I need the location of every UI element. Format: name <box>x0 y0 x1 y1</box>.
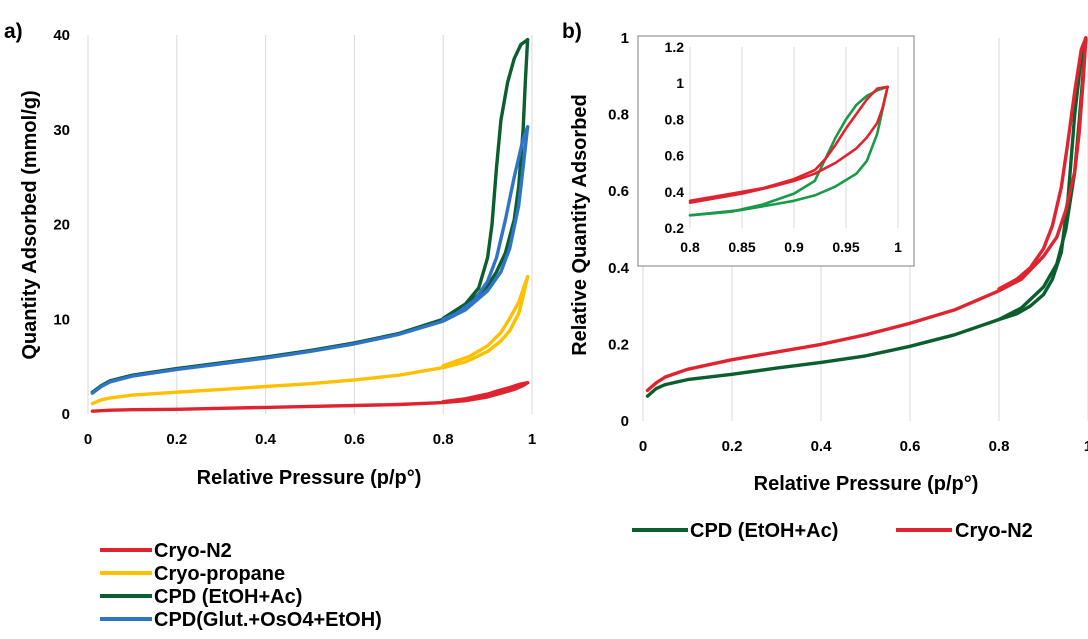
panel-a-legend: Cryo-N2 Cryo-propane CPD (EtOH+Ac) CPD(G… <box>100 540 382 631</box>
panel-b-x-tick-1: 0.2 <box>722 438 743 455</box>
panel-a-plot-area <box>90 38 530 413</box>
panel-a-y-tick-labels: 0 10 20 30 40 <box>53 27 70 423</box>
panel-a-y-tick-1: 10 <box>53 311 70 328</box>
panel-a-x-axis-label: Relative Pressure (p/p°) <box>197 467 422 489</box>
panel-a-x-tick-1: 0.2 <box>166 431 187 448</box>
panel-b-series-cryo-n2-adsorption <box>645 36 1088 393</box>
panel-b-y-tick-labels: 0 0.2 0.4 0.6 0.8 1 <box>608 30 630 430</box>
panel-a-series-cpd-etoh-ac-desorption <box>441 38 530 320</box>
inset-y-tick-labels: 0.2 0.4 0.6 0.8 1 1.2 <box>665 39 685 236</box>
inset-y-tick-4: 1 <box>676 75 684 91</box>
inset-y-tick-0: 0.2 <box>665 220 685 236</box>
panel-a-series-cryo-n2-adsorption <box>90 381 530 413</box>
inset-x-tick-labels: 0.8 0.85 0.9 0.95 1 <box>680 239 902 255</box>
legend-item-cryo-n2: Cryo-N2 <box>100 540 232 562</box>
panel-a-label: a) <box>4 20 23 43</box>
panel-b-y-tick-4: 0.8 <box>608 107 629 124</box>
inset-plot-area <box>688 85 889 217</box>
panel-b-series-cryo-n2-desorption <box>997 36 1088 291</box>
legend-label-cpd-glut: CPD(Glut.+OsO4+EtOH) <box>154 609 382 631</box>
legend-item-cryo-propane: Cryo-propane <box>100 563 285 585</box>
panel-a-chart: a) 0 0.2 0.4 0.6 0.8 1 0 10 20 30 40 Relative Pre… <box>4 20 536 631</box>
panel-b-legend: CPD (EtOH+Ac) Cryo-N2 <box>632 520 1033 542</box>
panel-b-y-tick-1: 0.2 <box>608 336 629 353</box>
inset-frame <box>637 35 915 267</box>
panel-b-x-tick-labels: 0 0.2 0.4 0.6 0.8 1 <box>639 438 1088 455</box>
inset-x-tick-2: 0.9 <box>784 239 804 255</box>
inset-x-tick-4: 1 <box>894 239 902 255</box>
inset-series-cpd-etoh-ac-desorption <box>688 85 889 217</box>
panel-b-x-tick-5: 1 <box>1084 438 1088 455</box>
panel-a-y-tick-2: 20 <box>53 217 70 234</box>
legend-label-cryo-propane: Cryo-propane <box>154 563 285 585</box>
panel-a-y-tick-0: 0 <box>62 406 70 423</box>
panel-b-series-cpd-etoh-ac-desorption <box>997 36 1088 322</box>
panel-b-y-tick-5: 1 <box>621 30 629 47</box>
panel-b-plot-area <box>645 36 1088 398</box>
panel-b-chart: b) 0 0.2 0.4 0.6 0.8 1 0 0.2 0.4 0.6 0.8 1 Relativ… <box>562 20 1088 542</box>
panel-a-series-cpd-glut-oso4-etoh-adsorption <box>90 125 530 395</box>
panel-a-series-cpd-etoh-ac-adsorption <box>90 38 530 394</box>
panel-a-series-cpd-glut-oso4-etoh-desorption <box>441 125 530 321</box>
panel-a-x-tick-2: 0.4 <box>255 431 277 448</box>
panel-b-y-tick-3: 0.6 <box>608 183 629 200</box>
panel-a-series-cryo-propane-adsorption <box>90 274 530 406</box>
legend-label-cryo-n2: Cryo-N2 <box>154 540 232 562</box>
panel-a-x-tick-5: 1 <box>528 431 536 448</box>
inset-y-tick-3: 0.8 <box>665 111 685 127</box>
panel-a-x-tick-labels: 0 0.2 0.4 0.6 0.8 1 <box>84 431 536 448</box>
panel-b-y-tick-2: 0.4 <box>608 260 630 277</box>
panel-b-x-tick-4: 0.8 <box>989 438 1010 455</box>
panel-b-x-tick-2: 0.4 <box>811 438 833 455</box>
panel-b-x-tick-3: 0.6 <box>900 438 921 455</box>
panel-a-series-cryo-n2-desorption <box>441 381 530 404</box>
panel-a-y-axis-label: Quantity Adsorbed (mmol/g) <box>19 90 41 359</box>
panel-b-y-tick-0: 0 <box>621 413 629 430</box>
legend-label-cpd-etoh-ac: CPD (EtOH+Ac) <box>154 586 302 608</box>
inset-series-cpd-etoh-ac-adsorption <box>688 85 889 217</box>
legend-b-item-cryo-n2: Cryo-N2 <box>896 520 1033 542</box>
panel-b-inset-chart: 0.8 0.85 0.9 0.95 1 0.2 0.4 0.6 0.8 1 1.2 <box>637 35 915 267</box>
legend-b-label-cpd-etoh-ac: CPD (EtOH+Ac) <box>690 520 838 542</box>
panel-a-x-tick-4: 0.8 <box>433 431 454 448</box>
panel-b-y-axis-label: Relative Quantity Adsorbed <box>569 94 591 356</box>
inset-x-tick-1: 0.85 <box>728 239 755 255</box>
panel-a-y-tick-3: 30 <box>53 122 70 139</box>
panel-a-gridlines <box>87 35 533 414</box>
legend-item-cpd-etoh-ac: CPD (EtOH+Ac) <box>100 586 302 608</box>
inset-x-tick-3: 0.95 <box>832 239 859 255</box>
inset-y-tick-5: 1.2 <box>665 39 685 55</box>
legend-b-label-cryo-n2: Cryo-N2 <box>955 520 1033 542</box>
panel-b-label: b) <box>562 20 582 43</box>
inset-series-cryo-n2-desorption <box>688 85 889 203</box>
legend-b-item-cpd-etoh-ac: CPD (EtOH+Ac) <box>632 520 838 542</box>
panel-a-series-cryo-propane-desorption <box>441 274 530 368</box>
panel-a-x-tick-0: 0 <box>84 431 92 448</box>
panel-b-x-tick-0: 0 <box>639 438 647 455</box>
legend-item-cpd-glut: CPD(Glut.+OsO4+EtOH) <box>100 609 382 631</box>
panel-b-x-axis-label: Relative Pressure (p/p°) <box>754 473 979 495</box>
inset-y-tick-2: 0.6 <box>665 148 685 164</box>
inset-gridlines <box>689 47 899 228</box>
inset-y-tick-1: 0.4 <box>665 184 685 200</box>
inset-x-tick-0: 0.8 <box>680 239 700 255</box>
panel-a-x-tick-3: 0.6 <box>344 431 365 448</box>
panel-a-y-tick-4: 40 <box>53 27 70 44</box>
